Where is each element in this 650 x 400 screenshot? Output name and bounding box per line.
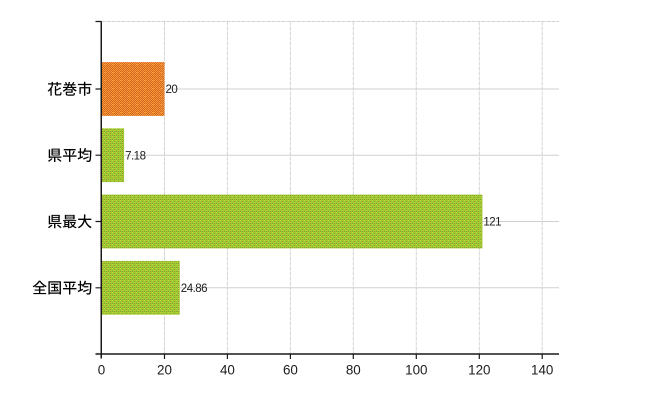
svg-text:140: 140 — [531, 363, 553, 378]
svg-text:100: 100 — [405, 363, 427, 378]
svg-text:20: 20 — [166, 84, 178, 96]
svg-text:60: 60 — [283, 363, 298, 378]
svg-text:0: 0 — [98, 363, 105, 378]
svg-text:20: 20 — [157, 363, 172, 378]
svg-text:40: 40 — [220, 363, 235, 378]
svg-text:7.18: 7.18 — [125, 150, 145, 162]
svg-text:121: 121 — [483, 217, 501, 229]
svg-text:24.86: 24.86 — [181, 283, 207, 295]
svg-text:120: 120 — [468, 363, 490, 378]
svg-text:80: 80 — [346, 363, 361, 378]
